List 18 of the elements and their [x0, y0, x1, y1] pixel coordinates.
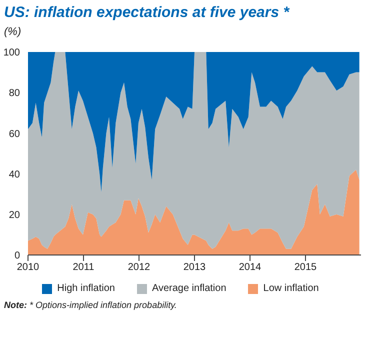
y-tick-label: 60: [8, 128, 20, 140]
y-tick-label: 20: [8, 210, 20, 221]
y-tick-label: 40: [8, 169, 20, 180]
legend-label: Low inflation: [263, 283, 319, 294]
y-axis-title: (%): [4, 26, 22, 38]
y-tick-label: 80: [8, 88, 20, 100]
x-tick-label: 2015: [294, 262, 318, 274]
x-tick-label: 2012: [128, 262, 151, 274]
y-tick-label: 100: [3, 48, 20, 59]
x-tick-label: 2013: [183, 262, 206, 274]
x-tick-label: 2011: [72, 262, 95, 274]
text: Note: * Options-implied inflation probability.: [4, 300, 177, 310]
legend-label: High inflation: [57, 283, 115, 294]
x-tick-label: 2014: [238, 262, 262, 274]
y-tick-label: 0: [14, 250, 20, 262]
chart-title: US: inflation expectations at five years *: [4, 4, 290, 21]
legend-label: Average inflation: [152, 283, 226, 294]
x-tick-label: 2010: [16, 262, 40, 274]
